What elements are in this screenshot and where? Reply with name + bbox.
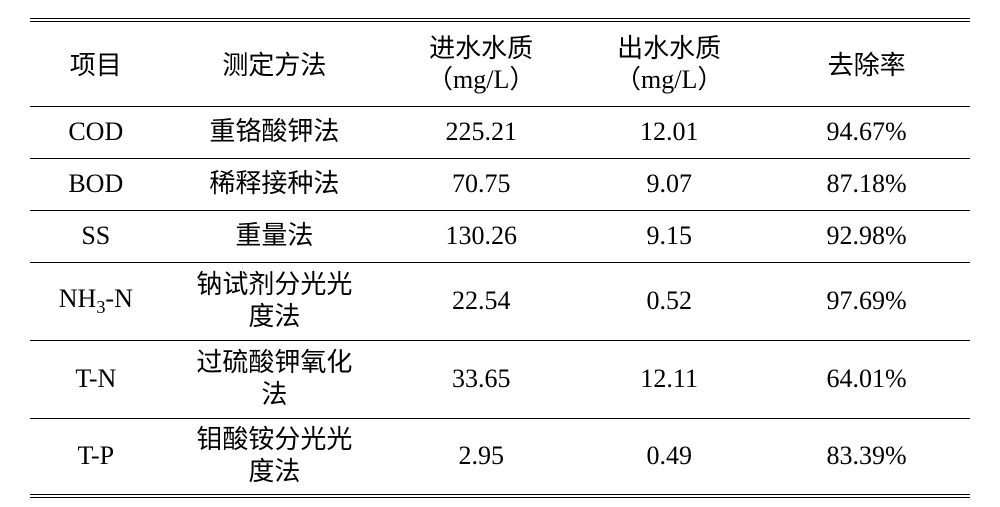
cell-method: 稀释接种法: [162, 158, 388, 210]
cell-item: BOD: [30, 158, 162, 210]
header-outflow-unit: （mg/L）: [615, 65, 723, 94]
cell-removal: 97.69%: [763, 262, 970, 340]
header-inflow: 进水水质 （mg/L）: [387, 20, 575, 106]
cell-method: 钼酸铵分光光度法: [162, 418, 388, 496]
cell-method: 重铬酸钾法: [162, 106, 388, 158]
cell-inflow: 33.65: [387, 340, 575, 418]
cell-outflow: 9.15: [575, 210, 763, 262]
table-row: COD重铬酸钾法225.2112.0194.67%: [30, 106, 970, 158]
cell-inflow: 130.26: [387, 210, 575, 262]
cell-removal: 92.98%: [763, 210, 970, 262]
header-item-label: 项目: [70, 51, 122, 80]
cell-inflow: 70.75: [387, 158, 575, 210]
cell-outflow: 0.52: [575, 262, 763, 340]
header-method: 测定方法: [162, 20, 388, 106]
header-outflow-label: 出水水质: [617, 34, 721, 63]
header-removal: 去除率: [763, 20, 970, 106]
header-row: 项目 测定方法 进水水质 （mg/L） 出水水质 （mg/L） 去除率: [30, 20, 970, 106]
cell-outflow: 0.49: [575, 418, 763, 496]
table-row: SS重量法130.269.1592.98%: [30, 210, 970, 262]
cell-removal: 64.01%: [763, 340, 970, 418]
table-row: T-P钼酸铵分光光度法2.950.4983.39%: [30, 418, 970, 496]
cell-inflow: 225.21: [387, 106, 575, 158]
header-inflow-unit: （mg/L）: [427, 65, 535, 94]
header-outflow: 出水水质 （mg/L）: [575, 20, 763, 106]
header-method-label: 测定方法: [222, 51, 326, 80]
cell-removal: 83.39%: [763, 418, 970, 496]
cell-method: 过硫酸钾氧化法: [162, 340, 388, 418]
cell-outflow: 12.01: [575, 106, 763, 158]
cell-item: T-P: [30, 418, 162, 496]
table-row: NH3-N钠试剂分光光度法22.540.5297.69%: [30, 262, 970, 340]
cell-inflow: 22.54: [387, 262, 575, 340]
cell-outflow: 9.07: [575, 158, 763, 210]
cell-removal: 94.67%: [763, 106, 970, 158]
table-row: BOD稀释接种法70.759.0787.18%: [30, 158, 970, 210]
cell-outflow: 12.11: [575, 340, 763, 418]
cell-inflow: 2.95: [387, 418, 575, 496]
cell-item: T-N: [30, 340, 162, 418]
cell-item: SS: [30, 210, 162, 262]
header-inflow-label: 进水水质: [429, 34, 533, 63]
table-body: COD重铬酸钾法225.2112.0194.67%BOD稀释接种法70.759.…: [30, 106, 970, 496]
cell-method: 钠试剂分光光度法: [162, 262, 388, 340]
cell-item: COD: [30, 106, 162, 158]
cell-removal: 87.18%: [763, 158, 970, 210]
water-quality-table: 项目 测定方法 进水水质 （mg/L） 出水水质 （mg/L） 去除率 COD重…: [30, 18, 970, 498]
table-row: T-N过硫酸钾氧化法33.6512.1164.01%: [30, 340, 970, 418]
cell-item: NH3-N: [30, 262, 162, 340]
header-item: 项目: [30, 20, 162, 106]
cell-method: 重量法: [162, 210, 388, 262]
header-removal-label: 去除率: [828, 51, 906, 80]
